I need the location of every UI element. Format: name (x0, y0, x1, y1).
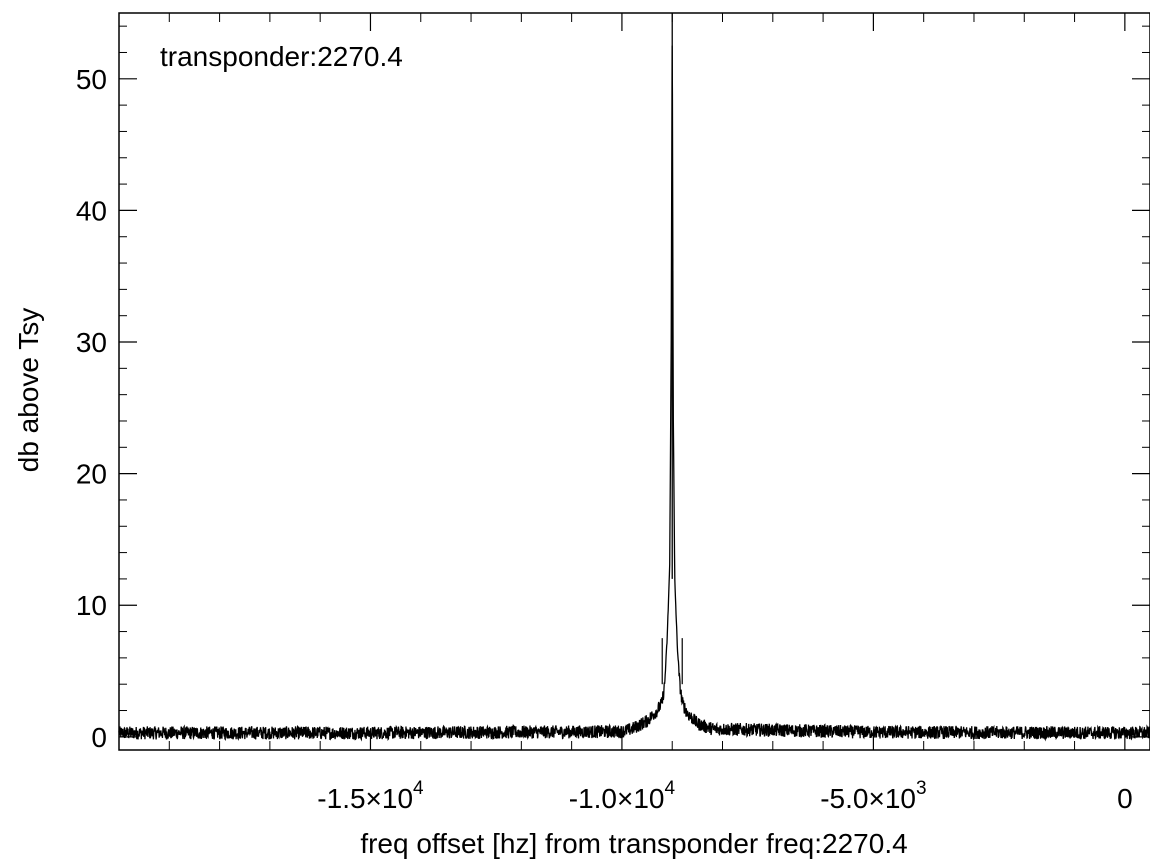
y-axis-title: db above Tsy (13, 308, 44, 473)
plot-frame (118, 12, 1150, 751)
x-tick-label: 0 (1117, 783, 1133, 814)
x-tick-label: -5.0×103 (820, 778, 926, 814)
y-tick-label: 30 (76, 327, 107, 358)
y-tick-label: 50 (76, 64, 107, 95)
x-tick-label: -1.0×104 (569, 778, 676, 814)
y-tick-label: 40 (76, 195, 107, 226)
transponder-annotation: transponder:2270.4 (160, 41, 403, 72)
x-axis-title: freq offset [hz] from transponder freq:2… (360, 828, 907, 859)
x-tick-label: -1.5×104 (317, 778, 424, 814)
y-tick-label: 10 (76, 590, 107, 621)
x-axis: -1.5×104 -1.0×104 -5.0×103 0 (168, 13, 1133, 814)
y-axis: 0 10 20 30 40 50 (76, 25, 1150, 753)
spectrum-series-line (118, 45, 1150, 742)
y-tick-label: 20 (76, 459, 107, 490)
y-tick-label: 0 (91, 722, 107, 753)
